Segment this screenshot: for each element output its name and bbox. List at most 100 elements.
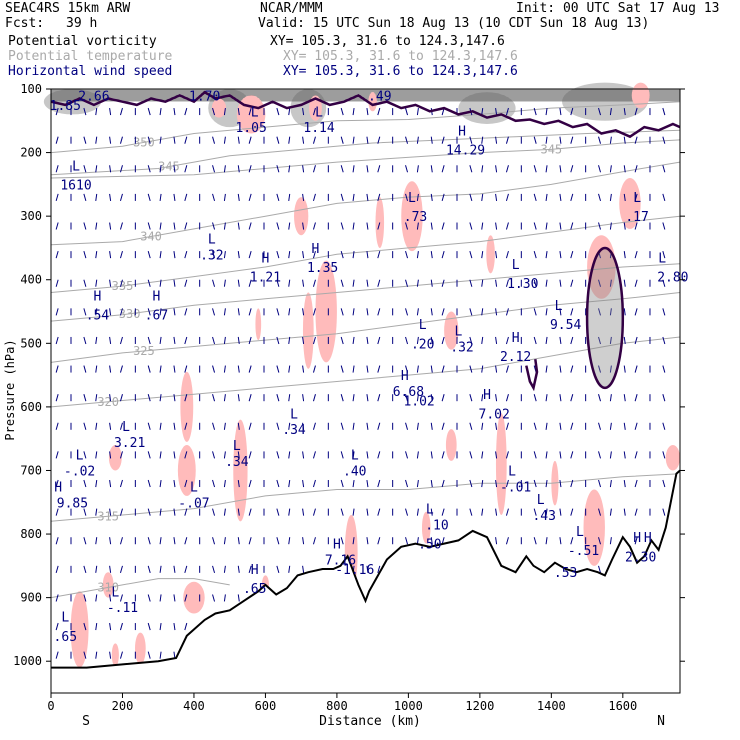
wind-vector xyxy=(147,222,151,230)
pv-extremum-label: L xyxy=(537,493,545,508)
wind-vector xyxy=(212,537,216,545)
wind-vector xyxy=(505,537,509,545)
wind-vector xyxy=(95,136,98,144)
wind-vector xyxy=(212,479,216,488)
wind-vector xyxy=(147,250,151,259)
wind-vector xyxy=(598,422,601,430)
wind-vector xyxy=(173,165,176,173)
wind-vector xyxy=(533,193,537,202)
wind-vector xyxy=(312,508,316,516)
wind-vector xyxy=(147,451,151,459)
wind-vector xyxy=(559,479,562,488)
pv-positive-region xyxy=(444,311,459,350)
pv-extremum-label: H xyxy=(94,290,102,305)
pv-extremum-label: 2.30 xyxy=(625,550,656,565)
pv-extremum-label: L xyxy=(61,611,69,626)
wind-vector xyxy=(405,508,409,516)
wind-vector xyxy=(288,422,291,430)
wind-vector xyxy=(276,107,280,116)
wind-vector xyxy=(441,394,445,402)
wind-vector xyxy=(352,479,355,488)
wind-vector xyxy=(416,365,419,373)
wind-vector xyxy=(340,136,344,144)
wind-vector xyxy=(147,479,151,488)
pv-positive-region xyxy=(421,511,431,544)
pv-extremum-label: .65 xyxy=(54,630,77,645)
wind-vector xyxy=(212,451,216,459)
wind-vector xyxy=(609,222,612,230)
theta-contour xyxy=(50,578,230,599)
forecast-hour: 39 h xyxy=(66,16,98,31)
wind-vector xyxy=(609,279,612,287)
wind-vector xyxy=(441,193,445,202)
wind-vector xyxy=(184,222,188,230)
wind-vector xyxy=(377,451,381,459)
wind-vector xyxy=(248,222,252,230)
wind-vector xyxy=(159,594,162,602)
wind-vector xyxy=(55,336,59,345)
wind-vector xyxy=(405,479,409,488)
wind-vector xyxy=(416,279,419,287)
wind-vector xyxy=(184,508,188,516)
wind-vector xyxy=(119,394,123,402)
wind-vector xyxy=(223,365,226,373)
wind-vector xyxy=(623,451,626,459)
wind-vector xyxy=(312,107,316,116)
x-tick-label: 1600 xyxy=(608,699,637,713)
wind-vector xyxy=(634,508,638,516)
wind-vector xyxy=(159,308,162,316)
wind-vector xyxy=(441,422,445,430)
wind-vector xyxy=(159,422,162,430)
wind-vector xyxy=(147,308,151,316)
wind-vector xyxy=(212,222,216,230)
wind-vector xyxy=(159,165,162,173)
wind-vector xyxy=(312,451,316,459)
wind-vector xyxy=(83,394,87,402)
wind-vector xyxy=(598,508,601,516)
wind-vector xyxy=(288,108,291,116)
theta-contour-label: 320 xyxy=(97,395,119,409)
wind-vector xyxy=(248,308,252,316)
wind-vector xyxy=(237,508,240,516)
wind-vector xyxy=(533,422,537,430)
plot-frame xyxy=(50,88,681,694)
wind-vector xyxy=(184,622,188,631)
wind-vector xyxy=(55,308,59,316)
wind-vector xyxy=(352,108,355,116)
wind-vector xyxy=(545,394,548,402)
pv-positive-region xyxy=(583,489,605,566)
wind-vector xyxy=(662,479,666,488)
wind-vector xyxy=(159,622,162,631)
wind-vector xyxy=(55,537,59,545)
wind-vector xyxy=(95,565,98,573)
wind-vector-layer xyxy=(55,107,666,659)
pv-extremum-label: H xyxy=(644,531,652,546)
wind-vector xyxy=(276,479,280,488)
wind-vector xyxy=(95,279,98,287)
wind-vector xyxy=(609,108,612,116)
wind-vector xyxy=(340,451,344,459)
pv-extremum-label: H xyxy=(401,369,409,384)
pv-extremum-label: .32 xyxy=(200,248,223,263)
theta-contour xyxy=(50,263,681,322)
wind-vector xyxy=(469,136,473,144)
pv-extremum-label: 1.14 xyxy=(303,121,334,136)
wind-vector xyxy=(288,251,291,259)
x-tick-label: 1000 xyxy=(394,699,423,713)
wind-vector xyxy=(83,165,87,173)
wind-vector xyxy=(184,279,188,287)
wind-vector xyxy=(159,451,162,459)
wind-vector xyxy=(212,136,216,144)
wind-vector xyxy=(340,365,344,373)
wind-vector xyxy=(173,279,176,287)
wind-vector xyxy=(533,107,537,116)
wind-vector xyxy=(533,451,537,459)
wind-vector xyxy=(352,508,355,516)
wind-vector xyxy=(55,365,59,373)
wind-vector xyxy=(173,479,176,488)
wind-vector xyxy=(545,279,548,287)
wind-vector xyxy=(352,336,355,345)
wind-vector xyxy=(570,508,574,516)
wind-vector xyxy=(634,422,638,430)
pv-extremum-label: 1.85 xyxy=(50,99,81,114)
